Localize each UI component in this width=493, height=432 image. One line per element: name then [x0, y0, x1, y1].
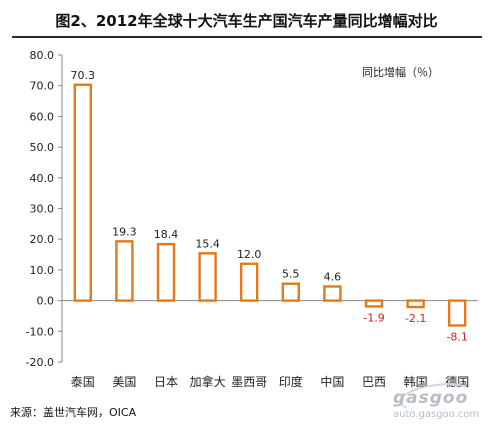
y-tick-label: 60.0	[30, 110, 55, 123]
data-label: 4.6	[324, 270, 342, 283]
chart-title: 图2、2012年全球十大汽车生产国汽车产量同比增幅对比	[55, 12, 438, 30]
y-tick-label: 80.0	[30, 49, 55, 62]
bar-中国	[323, 285, 342, 302]
source-note: 来源：盖世汽车网，OICA	[10, 406, 137, 419]
y-tick-label: 10.0	[30, 264, 55, 277]
y-tick-label: -20.0	[26, 356, 54, 369]
data-label: -1.9	[363, 311, 384, 324]
bar-巴西	[364, 299, 384, 308]
bar-泰国	[73, 83, 93, 302]
data-label: -2.1	[405, 312, 426, 325]
y-tick-label: 70.0	[30, 80, 55, 93]
bar-韩国	[406, 299, 425, 309]
data-label: 18.4	[154, 228, 179, 241]
x-tick-label: 韩国	[404, 374, 428, 389]
y-tick-label: -10.0	[26, 325, 54, 338]
x-tick-label: 美国	[112, 375, 136, 389]
x-tick-label: 加拿大	[190, 374, 226, 389]
data-label: 19.3	[112, 225, 137, 238]
bar-印度	[281, 282, 300, 302]
y-tick-label: 0.0	[37, 295, 55, 308]
bar-德国	[448, 299, 467, 327]
y-tick-label: 30.0	[30, 203, 55, 216]
legend-label: 同比增幅（％）	[362, 66, 439, 79]
y-tick-label: 40.0	[30, 172, 55, 185]
data-label: 70.3	[71, 69, 96, 82]
watermark: gasgoo auto.gasgoo.com	[393, 378, 485, 426]
data-label: 5.5	[282, 268, 300, 281]
x-tick-label: 德国	[445, 374, 469, 389]
bar-美国	[115, 240, 134, 302]
watermark-logo: gasgoo	[393, 388, 469, 408]
data-label: -8.1	[446, 330, 467, 343]
x-tick-label: 日本	[154, 375, 178, 389]
x-tick-label: 印度	[279, 374, 303, 389]
y-tick-label: 20.0	[30, 233, 55, 246]
data-label: 15.4	[195, 237, 220, 250]
x-tick-label: 中国	[320, 374, 344, 389]
x-tick-label: 巴西	[362, 375, 386, 389]
bar-日本	[156, 242, 176, 302]
x-tick-label: 泰国	[71, 375, 95, 389]
data-label: 12.0	[237, 248, 262, 261]
watermark-url: auto.gasgoo.com	[393, 409, 480, 420]
x-tick-label: 墨西哥	[231, 375, 267, 389]
bar-墨西哥	[239, 262, 259, 302]
y-tick-label: 50.0	[30, 141, 55, 154]
title-underline	[12, 36, 482, 38]
bar-加拿大	[198, 252, 217, 302]
